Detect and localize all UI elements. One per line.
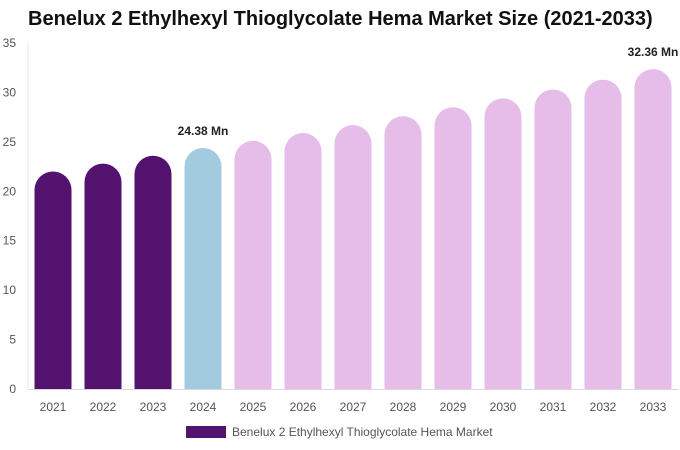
x-tick-label: 2029	[440, 400, 467, 414]
bar-2024	[184, 147, 222, 389]
bar-2029	[434, 107, 472, 389]
x-tick-label: 2031	[540, 400, 567, 414]
x-tick-label: 2024	[190, 400, 217, 414]
data-label-2024: 24.38 Mn	[178, 124, 229, 138]
x-tick-label: 2030	[490, 400, 517, 414]
y-tick-label: 5	[9, 333, 16, 347]
y-tick-label: 20	[3, 184, 17, 198]
bar-2030	[484, 98, 522, 390]
legend: Benelux 2 Ethylhexyl Thioglycolate Hema …	[186, 425, 493, 439]
chart-title: Benelux 2 Ethylhexyl Thioglycolate Hema …	[28, 8, 653, 30]
bar-2027	[334, 125, 372, 390]
bar-2023	[134, 155, 172, 389]
y-tick-label: 25	[3, 135, 17, 149]
y-tick-label: 0	[9, 382, 16, 396]
x-tick-label: 2021	[40, 400, 67, 414]
bar-2025	[234, 140, 272, 389]
x-tick-label: 2026	[290, 400, 317, 414]
x-axis: 2021 2022 2023 2024 2025 2026 2027 2028 2029 2030…	[28, 389, 678, 414]
x-tick-label: 2033	[640, 400, 667, 414]
bar-2031	[534, 89, 572, 389]
x-tick-label: 2023	[140, 400, 167, 414]
x-tick-label: 2032	[590, 400, 617, 414]
bar-2032	[584, 79, 622, 389]
x-tick-label: 2027	[340, 400, 367, 414]
bar-2021	[34, 171, 72, 389]
data-label-2033: 32.36 Mn	[628, 45, 679, 59]
bar-2026	[284, 132, 322, 389]
x-tick-label: 2028	[390, 400, 417, 414]
y-tick-label: 10	[3, 283, 17, 297]
bar-2022	[84, 163, 122, 389]
y-axis: 0 5 10 15 20 25 30 35	[3, 36, 29, 396]
y-tick-label: 15	[3, 234, 17, 248]
data-labels-group: 24.38 Mn 32.36 Mn	[178, 45, 679, 138]
bars-group	[34, 69, 672, 390]
bar-2028	[384, 116, 422, 389]
legend-swatch	[186, 426, 226, 438]
x-tick-label: 2022	[90, 400, 117, 414]
legend-label: Benelux 2 Ethylhexyl Thioglycolate Hema …	[232, 425, 493, 439]
y-tick-label: 30	[3, 85, 17, 99]
x-tick-label: 2025	[240, 400, 267, 414]
y-tick-label: 35	[3, 36, 17, 50]
bar-2033	[634, 69, 672, 389]
